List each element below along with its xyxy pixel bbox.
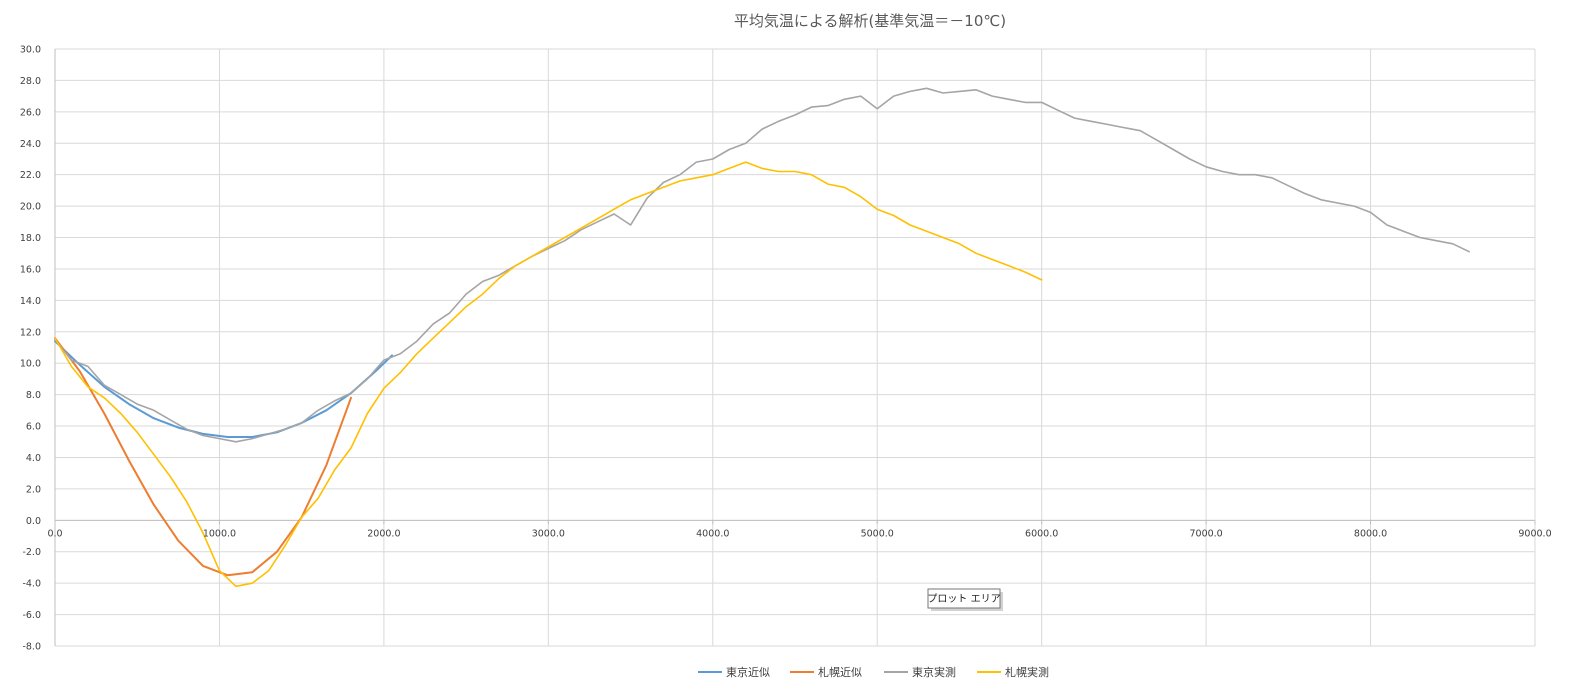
x-tick-label: 3000.0 [532,528,565,539]
y-tick-label: -2.0 [22,547,41,558]
y-tick-label: 18.0 [20,233,41,244]
legend-label: 東京実測 [912,665,956,679]
legend: 東京近似 札幌近似 東京実測 札幌実測 [698,665,1049,679]
series-line-4[interactable] [54,161,1043,588]
legend-label: 東京近似 [726,665,770,679]
axes [54,49,1536,646]
tick-labels: -8.0 -6.0 -4.0 -2.0 0.0 2.0 4.0 6.0 8.0 10.0 12.0 1… [20,45,1552,653]
y-tick-label: -6.0 [22,610,41,621]
y-tick-label: 0.0 [26,516,41,527]
grid-lines [54,48,1536,647]
x-tick-label: 0.0 [47,528,62,539]
y-tick-label: 22.0 [20,170,41,181]
legend-label: 札幌近似 [818,665,862,679]
y-tick-label: 10.0 [20,359,41,370]
x-tick-label: 7000.0 [1189,528,1222,539]
tooltip-box [927,588,1001,609]
y-tick-label: 28.0 [20,76,41,87]
y-tick-label: 6.0 [26,422,41,433]
y-tick-label: 24.0 [20,139,41,150]
plot-area[interactable] [55,49,1535,646]
series-lines [54,87,1470,588]
y-tick-label: 12.0 [20,327,41,338]
series-line-1[interactable] [54,340,394,438]
y-tick-label: 2.0 [26,484,41,495]
y-tick-label: 30.0 [20,45,41,56]
plot-area-tooltip: プロット エリア [927,588,1003,611]
x-tick-label: 6000.0 [1025,528,1058,539]
x-tick-label: 5000.0 [861,528,894,539]
x-tick-label: 4000.0 [696,528,729,539]
tooltip-label: プロット エリア [927,593,1000,605]
y-tick-label: 26.0 [20,107,41,118]
legend-label: 札幌実測 [1005,665,1049,679]
x-tick-label: 1000.0 [203,528,236,539]
x-tick-label: 9000.0 [1518,528,1551,539]
x-tick-label: 2000.0 [367,528,400,539]
y-tick-label: 16.0 [20,264,41,275]
series-line-3[interactable] [54,87,1470,443]
x-tick-label: 8000.0 [1354,528,1387,539]
y-tick-label: -4.0 [22,579,41,590]
y-tick-label: 14.0 [20,296,41,307]
y-tick-label: -8.0 [22,642,41,653]
y-tick-label: 4.0 [26,453,41,464]
chart-title: 平均気温による解析(基準気温＝－10℃) [734,12,1006,30]
y-tick-label: 8.0 [26,390,41,401]
y-tick-label: 20.0 [20,202,41,213]
